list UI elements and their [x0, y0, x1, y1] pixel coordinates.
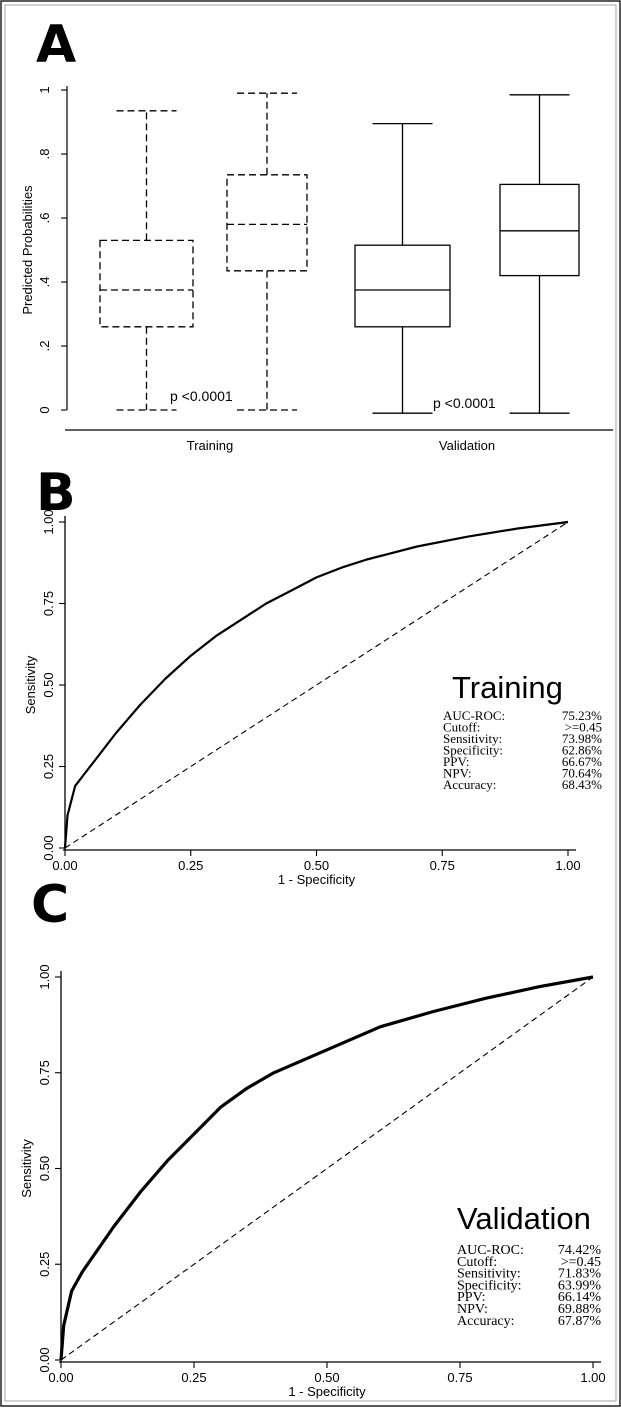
y-tick-label: 0.50	[41, 672, 56, 697]
stat-value: 68.43%	[562, 777, 602, 792]
stat-label: PPV:	[457, 1290, 486, 1305]
y-tick-label: 1	[37, 86, 52, 93]
panel-letter-b: B	[36, 463, 76, 523]
group-label: Validation	[439, 438, 495, 453]
x-tick-label: 0.25	[181, 1370, 206, 1385]
panel-title: Validation	[457, 1201, 591, 1236]
y-tick-label: 0	[37, 406, 52, 413]
y-tick-label: 0.25	[37, 1252, 52, 1277]
x-tick-label: 1.00	[555, 858, 580, 873]
x-tick-label: 0.00	[48, 1370, 73, 1385]
stat-value: 62.86%	[562, 743, 602, 758]
x-tick-label: 0.75	[430, 858, 455, 873]
panel-title: Training	[452, 670, 563, 705]
x-tick-label: 0.50	[304, 858, 329, 873]
panel-b: B 0.00 0.25 0.50 0.75 1.00 0.00 0.25 0.50 0.75 1.0…	[23, 463, 602, 887]
x-tick-label: 0.50	[314, 1370, 339, 1385]
x-tick-label: 0.00	[52, 858, 77, 873]
stat-label: AUC-ROC:	[443, 708, 505, 723]
stat-value: 73.98%	[562, 731, 602, 746]
p-value-label: p <0.0001	[433, 395, 496, 411]
x-tick-label: 0.75	[447, 1370, 472, 1385]
y-axis-title: Sensitivity	[23, 655, 38, 714]
y-tick-label: .4	[37, 277, 52, 288]
roc-curve	[63, 520, 569, 849]
y-tick-label: 0.00	[37, 1347, 52, 1372]
y-tick-label: 0.75	[37, 1060, 52, 1085]
y-tick-label: .8	[37, 149, 52, 160]
panel-c: C 0.00 0.25 0.50 0.75 1.00 0.00 0.25 0.50 0.75 1.0…	[19, 875, 606, 1399]
stat-value: 66.67%	[562, 754, 602, 769]
stat-label: Sensitivity:	[457, 1267, 521, 1282]
stat-value: 75.23%	[562, 708, 602, 723]
stat-value: 71.83%	[558, 1267, 602, 1282]
stat-label: Accuracy:	[457, 1314, 515, 1329]
stat-label: NPV:	[443, 766, 472, 781]
stat-label: Accuracy:	[443, 777, 496, 792]
box-g1-b1	[99, 239, 194, 328]
stat-label: Sensitivity:	[443, 731, 502, 746]
stat-label: Specificity:	[443, 743, 503, 758]
box-g1-b2	[226, 174, 308, 272]
stat-label: NPV:	[457, 1302, 488, 1317]
y-tick-label: 0.50	[37, 1156, 52, 1181]
y-tick-label: 0.25	[41, 754, 56, 779]
group-label: Training	[187, 438, 233, 453]
stat-value: 66.14%	[558, 1290, 602, 1305]
stat-value: >=0.45	[565, 720, 602, 735]
x-axis-title: 1 - Specificity	[288, 1384, 366, 1399]
stat-label: Cutoff:	[443, 720, 480, 735]
y-tick-label: 1.00	[41, 509, 56, 534]
stat-label: Specificity:	[457, 1278, 522, 1293]
stat-label: Cutoff:	[457, 1255, 497, 1270]
stat-value: 70.64%	[562, 766, 602, 781]
stat-value: >=0.45	[561, 1255, 601, 1270]
p-value-label: p <0.0001	[170, 388, 233, 404]
y-axis-title: Sensitivity	[19, 1139, 34, 1198]
x-axis-title: 1 - Specificity	[278, 872, 356, 887]
stat-label: PPV:	[443, 754, 470, 769]
x-tick-label: 0.25	[178, 858, 203, 873]
stat-value: 67.87%	[558, 1314, 602, 1329]
stat-value: 63.99%	[558, 1278, 602, 1293]
roc-curve	[59, 975, 594, 1361]
stat-value: 74.42%	[558, 1243, 602, 1258]
panel-letter-c: C	[31, 875, 69, 935]
panel-a: A 0 .2 .4 .6 .8 1 Predicted Probabilities Traini…	[20, 15, 613, 453]
reference-diagonal-line	[60, 976, 594, 1361]
y-tick-label: 0.75	[41, 591, 56, 616]
stat-label: AUC-ROC:	[457, 1243, 524, 1258]
panel-letter-a: A	[36, 15, 76, 75]
y-tick-label: 1.00	[37, 964, 52, 989]
y-tick-label: .2	[37, 341, 52, 352]
y-tick-label: .6	[37, 213, 52, 224]
y-tick-label: 0.00	[41, 835, 56, 860]
stat-value: 69.88%	[558, 1302, 602, 1317]
y-axis-title: Predicted Probabilities	[20, 185, 35, 315]
box-g2-b2	[499, 183, 580, 277]
box-g2-b1	[354, 244, 451, 328]
figure-inner-border	[4, 4, 617, 1402]
x-tick-label: 1.00	[580, 1370, 605, 1385]
